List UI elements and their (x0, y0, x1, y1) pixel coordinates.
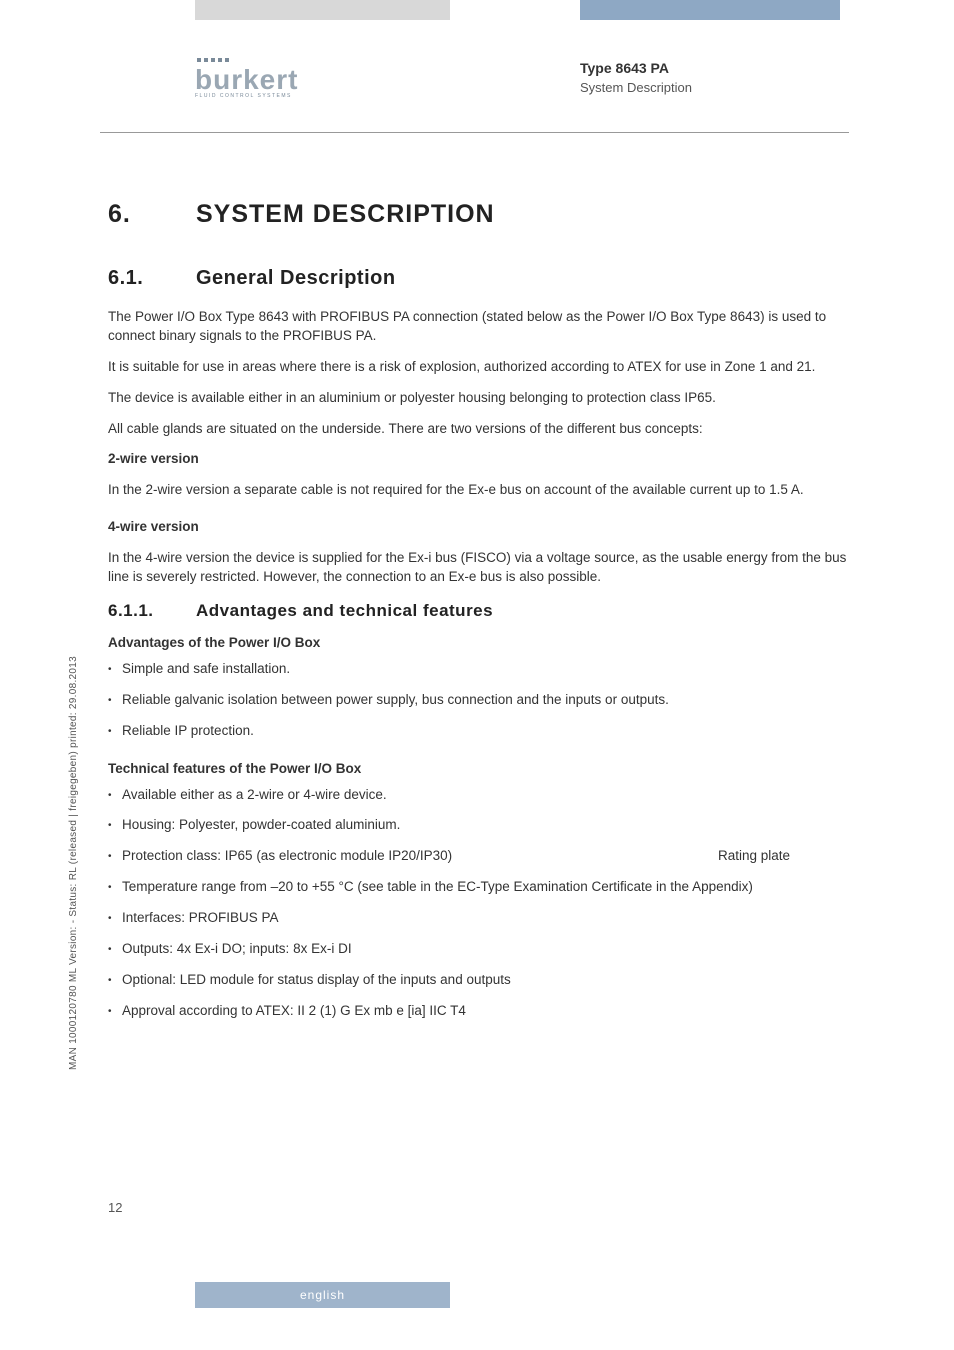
list-item: Interfaces: PROFIBUS PA (108, 909, 849, 928)
list-item: Optional: LED module for status display … (108, 971, 849, 990)
section-number: 6. (108, 200, 196, 229)
technical-heading: Technical features of the Power I/O Box (108, 761, 849, 776)
list-item: Reliable galvanic isolation between powe… (108, 691, 849, 710)
paragraph: The device is available either in an alu… (108, 389, 849, 408)
type-sub: System Description (580, 80, 840, 95)
list-item-text: Protection class: IP65 (as electronic mo… (122, 848, 452, 863)
list-item: Outputs: 4x Ex-i DO; inputs: 8x Ex-i DI (108, 940, 849, 959)
subsection-number: 6.1. (108, 267, 196, 290)
advantages-list: Simple and safe installation. Reliable g… (108, 660, 849, 741)
list-item: Simple and safe installation. (108, 660, 849, 679)
list-item: Reliable IP protection. (108, 722, 849, 741)
list-item: Housing: Polyester, powder-coated alumin… (108, 816, 849, 835)
paragraph: The Power I/O Box Type 8643 with PROFIBU… (108, 308, 849, 346)
list-item: Approval according to ATEX: II 2 (1) G E… (108, 1002, 849, 1021)
paragraph: All cable glands are situated on the und… (108, 420, 849, 439)
paragraph: In the 2-wire version a separate cable i… (108, 481, 849, 500)
subheading-2wire: 2-wire version (108, 450, 849, 469)
header-divider (100, 132, 849, 133)
subsection-title: General Description (196, 267, 396, 289)
subsubsection-heading: 6.1.1.Advantages and technical features (108, 601, 849, 621)
list-item: Available either as a 2-wire or 4-wire d… (108, 786, 849, 805)
page-number: 12 (108, 1200, 122, 1215)
list-item: Temperature range from –20 to +55 °C (se… (108, 878, 849, 897)
type-line: Type 8643 PA (580, 60, 840, 76)
footer-language-bar: english (195, 1282, 450, 1308)
logo-subtext: FLUID CONTROL SYSTEMS (195, 93, 325, 99)
main-content: 6.SYSTEM DESCRIPTION 6.1.General Descrip… (108, 200, 849, 1033)
logo-dots-icon (197, 58, 325, 62)
section-title: SYSTEM DESCRIPTION (196, 200, 495, 228)
logo: burkert FLUID CONTROL SYSTEMS (195, 58, 325, 99)
technical-list: Available either as a 2-wire or 4-wire d… (108, 786, 849, 1021)
blue-accent-block (580, 0, 840, 20)
subsubsection-title: Advantages and technical features (196, 601, 493, 620)
subsubsection-number: 6.1.1. (108, 601, 196, 621)
logo-text: burkert (195, 64, 325, 96)
gray-accent-block (195, 0, 450, 20)
subheading-4wire: 4-wire version (108, 518, 849, 537)
side-metadata-text: MAN 1000120780 ML Version: - Status: RL … (68, 656, 79, 1070)
paragraph: In the 4-wire version the device is supp… (108, 549, 849, 587)
header-right: Type 8643 PA System Description (580, 60, 840, 95)
header-region: burkert FLUID CONTROL SYSTEMS Type 8643 … (0, 0, 954, 140)
rating-plate-note: Rating plate (718, 847, 790, 866)
section-heading: 6.SYSTEM DESCRIPTION (108, 200, 849, 229)
list-item: Protection class: IP65 (as electronic mo… (108, 847, 849, 866)
subsection-heading: 6.1.General Description (108, 267, 849, 290)
paragraph: It is suitable for use in areas where th… (108, 358, 849, 377)
advantages-heading: Advantages of the Power I/O Box (108, 635, 849, 650)
